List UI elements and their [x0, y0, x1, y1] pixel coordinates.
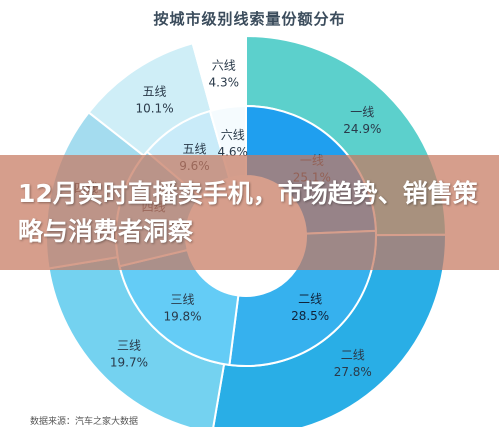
slice-category-label: 五线 [143, 85, 167, 99]
slice-value-label: 19.8% [163, 310, 201, 324]
slice-category-label: 二线 [298, 292, 322, 306]
overlay-banner: 12月实时直播卖手机，市场趋势、销售策略与消费者洞察 [0, 155, 499, 270]
slice-value-label: 27.8% [334, 365, 372, 379]
slice-inner-2 [118, 248, 240, 367]
slice-value-label: 28.5% [291, 309, 329, 323]
slice-category-label: 三线 [117, 338, 141, 352]
slice-value-label: 10.1% [135, 102, 173, 116]
slice-category-label: 一线 [350, 105, 374, 119]
slice-category-label: 二线 [341, 348, 365, 362]
chart-title: 按城市级别线索量份额分布 [153, 10, 346, 28]
slice-category-label: 三线 [170, 293, 194, 307]
data-source-note: 数据来源：汽车之家大数据 [30, 417, 139, 427]
banner-headline: 12月实时直播卖手机，市场趋势、销售策略与消费者洞察 [18, 179, 478, 246]
slice-category-label: 六线 [221, 128, 245, 142]
slice-value-label: 19.7% [110, 355, 148, 369]
slice-category-label: 五线 [182, 142, 206, 156]
slice-value-label: 4.3% [209, 76, 240, 90]
slice-value-label: 24.9% [343, 122, 381, 136]
slice-category-label: 六线 [212, 59, 236, 73]
